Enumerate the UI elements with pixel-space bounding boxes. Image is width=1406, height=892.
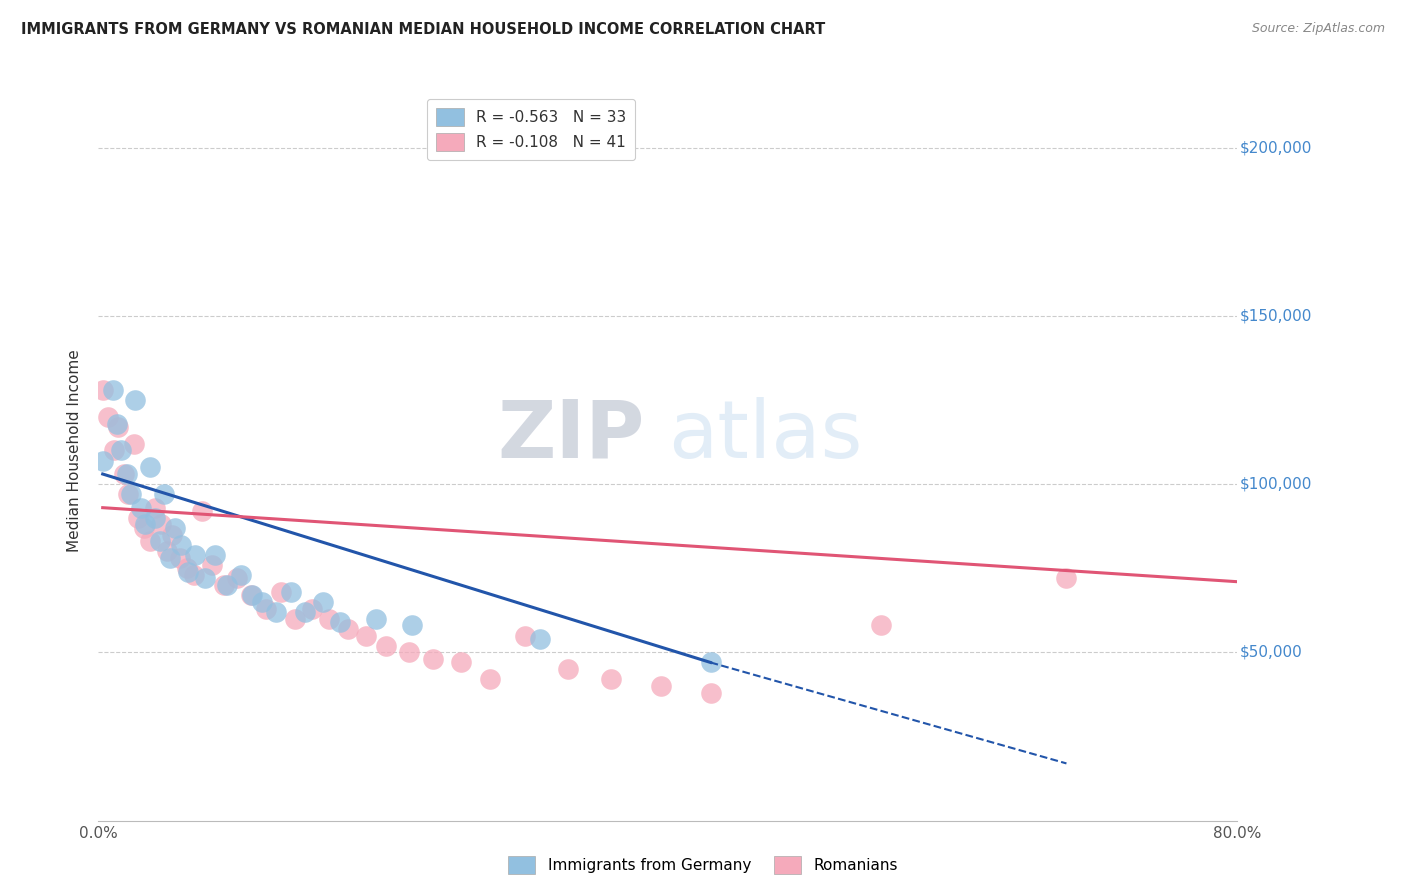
Point [145,510,167,524]
Text: ZIP: ZIP [498,397,645,475]
Point [375,639,398,653]
Point [103,443,125,458]
Point [115,467,138,481]
Point [149,534,172,549]
Point [240,588,263,602]
Point [153,487,176,501]
Point [450,656,472,670]
Point [1056,571,1078,585]
Point [204,548,226,562]
Point [422,652,444,666]
Point [318,612,340,626]
Point [145,500,167,515]
Point [162,527,184,541]
Point [600,673,623,687]
Point [183,568,205,582]
Point [401,618,423,632]
Point [117,487,139,501]
Point [284,612,307,626]
Text: IMMIGRANTS FROM GERMANY VS ROMANIAN MEDIAN HOUSEHOLD INCOME CORRELATION CHART: IMMIGRANTS FROM GERMANY VS ROMANIAN MEDI… [21,22,825,37]
Point [105,417,128,431]
Point [191,504,214,518]
Point [364,612,387,626]
Point [699,686,721,700]
Point [134,517,156,532]
Text: atlas: atlas [668,397,862,475]
Point [91,383,114,397]
Point [184,548,207,562]
Point [101,383,124,397]
Text: Source: ZipAtlas.com: Source: ZipAtlas.com [1251,22,1385,36]
Point [398,645,420,659]
Point [515,628,537,642]
Point [301,601,323,615]
Point [650,679,672,693]
Point [254,601,277,615]
Point [91,453,114,467]
Point [225,571,247,585]
Point [176,561,198,575]
Point [150,517,173,532]
Point [212,578,235,592]
Point [124,392,146,407]
Point [294,605,316,619]
Point [127,510,149,524]
Point [250,595,273,609]
Point [129,500,152,515]
Point [132,521,155,535]
Point [120,487,142,501]
Point [201,558,224,572]
Point [280,584,302,599]
Point [110,443,132,458]
Point [107,420,129,434]
Point [165,521,187,535]
Point [229,568,252,582]
Text: $150,000: $150,000 [1240,309,1312,323]
Point [194,571,217,585]
Y-axis label: Median Household Income: Median Household Income [67,349,83,552]
Point [97,409,120,424]
Point [159,551,181,566]
Text: $200,000: $200,000 [1240,140,1312,155]
Point [336,622,359,636]
Point [529,632,551,646]
Point [138,460,160,475]
Point [177,565,200,579]
Point [215,578,238,592]
Point [354,628,377,642]
Point [122,436,145,450]
Point [270,584,292,599]
Point [170,538,193,552]
Point [699,656,721,670]
Point [138,534,160,549]
Point [312,595,335,609]
Legend: R = -0.563   N = 33, R = -0.108   N = 41: R = -0.563 N = 33, R = -0.108 N = 41 [427,99,636,161]
Legend: Immigrants from Germany, Romanians: Immigrants from Germany, Romanians [502,850,904,880]
Point [169,551,191,566]
Point [239,588,262,602]
Text: $50,000: $50,000 [1240,645,1302,660]
Point [266,605,288,619]
Point [478,673,501,687]
Point [112,467,135,481]
Point [156,544,179,558]
Point [557,662,579,676]
Text: $100,000: $100,000 [1240,476,1312,491]
Point [329,615,352,629]
Point [870,618,893,632]
